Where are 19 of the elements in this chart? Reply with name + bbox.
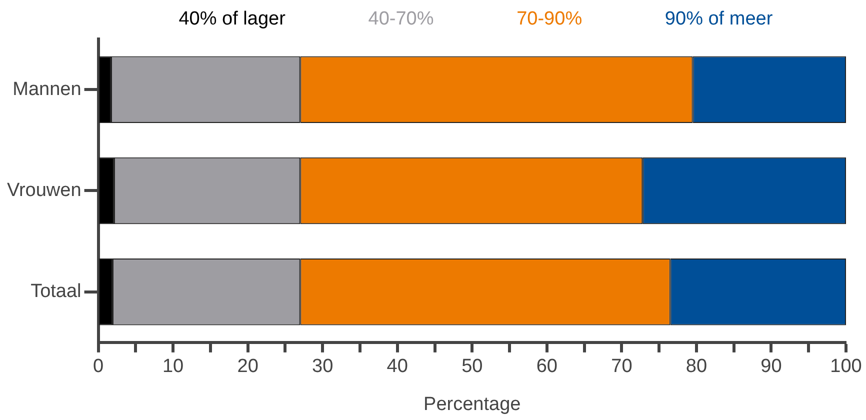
x-tick-label: 60 xyxy=(536,356,558,378)
text: 40-70% xyxy=(368,8,498,30)
series-label: 90% of meer xyxy=(664,8,836,30)
x-axis-title: Percentage xyxy=(424,394,521,415)
x-tick-label: 40 xyxy=(386,356,408,378)
series-label: 70-90% xyxy=(516,8,646,30)
x-tick-label: 30 xyxy=(312,356,334,378)
x-tick-label: 70 xyxy=(611,356,632,378)
x-tick-label: 20 xyxy=(237,356,258,378)
x-tick-label: 0 xyxy=(92,356,104,378)
text: 40% of lager xyxy=(178,8,349,30)
x-tick-label: 50 xyxy=(462,356,483,378)
y-tick-label: Vrouwen xyxy=(6,180,82,201)
x-tick-label: 80 xyxy=(686,356,708,378)
x-tick-label: 10 xyxy=(162,356,184,378)
x-tick-label: 100 xyxy=(830,356,862,378)
x-tick-label: 90 xyxy=(760,356,782,378)
y-tick-label: Mannen xyxy=(12,78,82,100)
y-tick-label: Totaal xyxy=(30,281,82,302)
